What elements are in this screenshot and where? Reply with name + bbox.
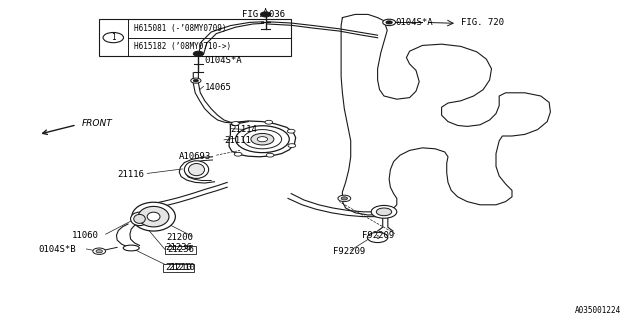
Circle shape	[265, 120, 273, 124]
Text: 21114: 21114	[230, 125, 257, 134]
Circle shape	[103, 33, 124, 43]
Text: 0104S*A: 0104S*A	[205, 56, 243, 65]
Circle shape	[234, 152, 242, 156]
Bar	[163, 264, 194, 272]
Circle shape	[367, 232, 388, 243]
Text: 1: 1	[376, 235, 380, 240]
Circle shape	[243, 130, 282, 149]
Ellipse shape	[131, 212, 148, 226]
Ellipse shape	[138, 206, 169, 227]
Bar	[165, 246, 196, 254]
Text: A10693: A10693	[179, 152, 211, 161]
Text: H615182 (’08MY0710->): H615182 (’08MY0710->)	[134, 42, 232, 51]
Ellipse shape	[147, 212, 160, 221]
Text: 21116: 21116	[117, 170, 144, 179]
Ellipse shape	[134, 214, 145, 223]
Circle shape	[191, 78, 201, 83]
Text: H615081 (-’08MY0709): H615081 (-’08MY0709)	[134, 24, 227, 33]
Ellipse shape	[188, 164, 205, 176]
Bar	[99, 19, 291, 56]
Circle shape	[232, 122, 239, 125]
Text: 21236: 21236	[167, 245, 194, 254]
Text: FRONT: FRONT	[82, 119, 113, 128]
Circle shape	[376, 208, 392, 216]
Circle shape	[251, 133, 274, 145]
Text: 21200: 21200	[166, 233, 193, 242]
Circle shape	[287, 129, 295, 133]
Ellipse shape	[184, 161, 209, 179]
Circle shape	[383, 19, 396, 26]
Circle shape	[371, 205, 397, 218]
Text: 0104S*A: 0104S*A	[396, 18, 433, 27]
Text: 21111: 21111	[224, 136, 251, 145]
Circle shape	[341, 197, 348, 200]
Text: 21210: 21210	[168, 263, 195, 272]
Text: A035001224: A035001224	[575, 306, 621, 315]
Ellipse shape	[123, 245, 140, 251]
Text: F92209: F92209	[333, 247, 365, 256]
Circle shape	[93, 248, 106, 254]
Circle shape	[386, 21, 392, 24]
Circle shape	[96, 250, 102, 253]
Text: 21210: 21210	[165, 263, 192, 272]
Ellipse shape	[132, 202, 175, 231]
Circle shape	[193, 51, 204, 56]
Circle shape	[338, 195, 351, 202]
Text: 14065: 14065	[205, 83, 232, 92]
Circle shape	[260, 12, 271, 17]
Text: FIG. 720: FIG. 720	[461, 18, 504, 27]
Circle shape	[288, 144, 296, 148]
Circle shape	[236, 126, 289, 153]
Text: FIG. 036: FIG. 036	[242, 10, 285, 19]
Circle shape	[193, 79, 198, 82]
Circle shape	[266, 153, 274, 157]
Text: 21236: 21236	[165, 244, 192, 252]
Text: 0104S*B: 0104S*B	[38, 245, 76, 254]
Text: 11060: 11060	[72, 231, 99, 240]
Circle shape	[257, 137, 268, 142]
Text: F92209: F92209	[362, 231, 394, 240]
Text: 1: 1	[111, 33, 116, 42]
